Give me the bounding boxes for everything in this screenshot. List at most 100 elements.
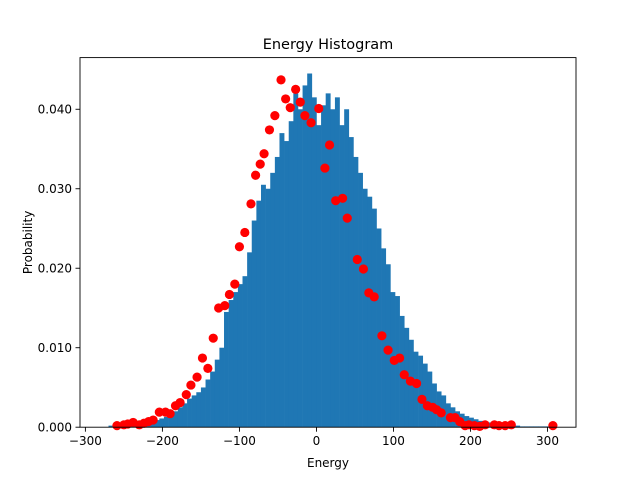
scatter-point <box>436 408 446 418</box>
y-tick-label: 0.000 <box>38 421 72 435</box>
scatter-point <box>264 125 275 135</box>
chart-title: Energy Histogram <box>263 37 394 53</box>
x-tick-label: 200 <box>459 434 482 448</box>
x-axis: −300 −200 −100 0 100 200 300 <box>69 427 559 448</box>
histogram-bar <box>515 425 521 428</box>
histogram-bar <box>200 387 206 428</box>
scatter-point <box>270 111 280 121</box>
y-tick-label: 0.020 <box>38 262 72 276</box>
scatter-point <box>220 300 230 311</box>
scatter-point <box>291 84 301 94</box>
scatter-point <box>230 279 240 289</box>
histogram-bar <box>325 93 331 428</box>
histogram-bar <box>210 371 216 428</box>
histogram-bar <box>293 93 299 428</box>
x-tick-label: 100 <box>382 434 405 448</box>
scatter-point <box>324 140 335 150</box>
histogram-bar <box>154 420 160 428</box>
histogram-bar <box>270 172 276 428</box>
histogram-bar <box>418 355 424 428</box>
scatter-point <box>197 353 208 363</box>
scatter-point <box>208 333 218 343</box>
x-tick-label: −300 <box>69 434 102 448</box>
y-axis-title: Probability <box>21 211 35 274</box>
y-tick-label: 0.010 <box>38 341 72 355</box>
y-tick-label: 0.030 <box>38 182 72 196</box>
scatter-point <box>399 370 409 380</box>
histogram-bar <box>422 363 428 428</box>
histogram-bar <box>247 252 253 428</box>
scatter-point <box>383 345 393 355</box>
histogram-bar <box>330 109 336 428</box>
plot-frame <box>79 57 577 428</box>
histogram-bar <box>353 156 359 428</box>
histogram-bar <box>191 395 197 428</box>
histogram-bar <box>196 392 202 428</box>
scatter-point <box>417 394 427 404</box>
scatter-point <box>358 264 369 274</box>
histogram-bar <box>413 351 419 428</box>
histogram-bar <box>358 172 363 428</box>
x-tick-label: 300 <box>536 434 559 448</box>
histogram-bar <box>224 311 229 428</box>
histogram-bar <box>242 276 248 428</box>
x-tick-label: 0 <box>313 434 321 448</box>
histogram-bar <box>316 125 322 428</box>
histogram-bar <box>182 403 188 428</box>
scatter-point <box>369 292 379 302</box>
histogram-bar <box>348 137 354 428</box>
histogram-bar <box>321 105 326 428</box>
x-tick-label: −100 <box>223 434 256 448</box>
scatter-point <box>165 409 175 419</box>
histogram-bar <box>251 220 257 428</box>
scatter-point <box>186 380 196 390</box>
scatter-point <box>255 159 265 169</box>
scatter-point <box>377 331 387 341</box>
histogram-bar <box>265 188 271 428</box>
histogram-bar <box>237 284 243 428</box>
histogram-bar <box>159 418 165 428</box>
scatter-point <box>281 94 291 104</box>
scatter-point <box>411 378 422 389</box>
histogram-bar <box>297 109 303 428</box>
histogram-bar <box>339 125 345 428</box>
histogram-bar <box>214 359 220 428</box>
histogram-bar <box>256 200 262 428</box>
scatter-point <box>314 103 324 114</box>
histogram-bar <box>108 425 114 428</box>
histogram-bar <box>311 97 317 428</box>
scatter-point <box>480 420 490 430</box>
histogram-bar <box>307 73 313 428</box>
y-tick-label: 0.040 <box>38 103 72 117</box>
scatter-point <box>548 421 558 431</box>
scatter-point <box>285 103 295 113</box>
scatter-point <box>276 75 286 85</box>
histogram-bar <box>228 300 234 428</box>
plot-area <box>108 73 558 432</box>
scatter-point <box>224 289 235 300</box>
scatter-point <box>300 111 310 121</box>
histogram-bar <box>219 347 225 428</box>
scatter-point <box>181 390 191 400</box>
scatter-point <box>352 254 362 265</box>
histogram-bar <box>279 133 285 428</box>
scatter-point <box>320 163 330 173</box>
scatter-point <box>246 199 256 209</box>
scatter-point <box>331 196 341 206</box>
scatter-point <box>342 213 352 223</box>
histogram-bar <box>274 156 280 428</box>
histogram-bar <box>173 411 179 428</box>
scatter-point <box>295 97 305 107</box>
scatter-point <box>203 363 213 373</box>
scatter-point <box>112 421 122 431</box>
histogram-bar <box>260 184 266 428</box>
histogram-bar <box>163 416 169 428</box>
histogram-bar <box>233 292 239 428</box>
histogram-bar <box>288 121 294 428</box>
histogram-bar <box>334 97 340 428</box>
histogram-bar <box>187 398 192 428</box>
scatter-point <box>506 420 516 430</box>
x-tick-label: −200 <box>146 434 179 448</box>
scatter-point <box>240 227 250 238</box>
